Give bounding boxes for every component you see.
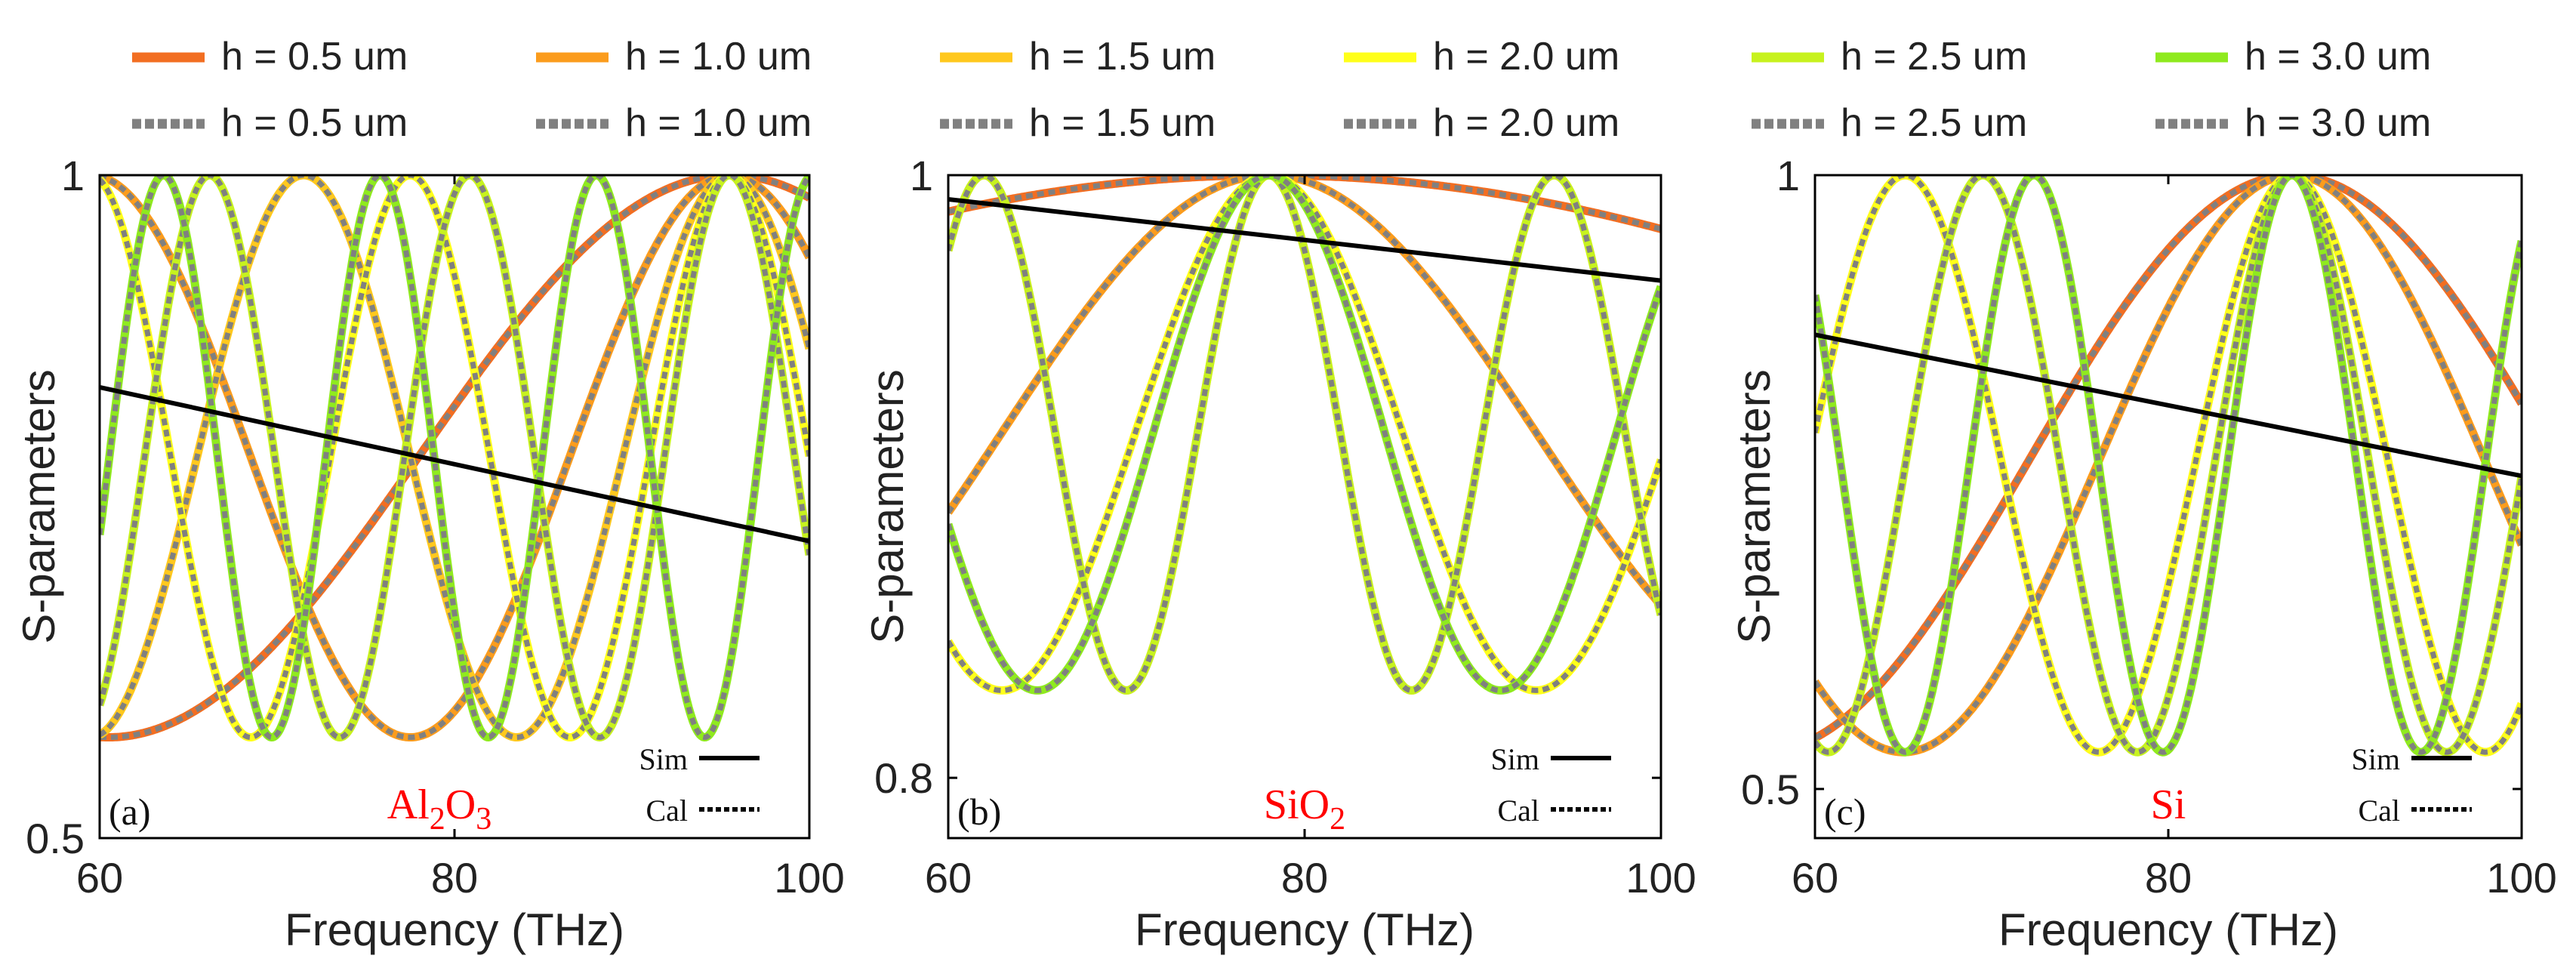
panel-a: 60 80 100 0.5 1 Frequency (THz) S-parameters (a… <box>14 152 845 955</box>
y-tick-label: 1 <box>61 152 85 199</box>
cal-curve-h6 <box>948 175 1661 693</box>
legend-sim-label: Sim <box>1491 742 1539 776</box>
panel-label: (c) <box>1824 791 1866 833</box>
x-tick-label: 60 <box>925 854 972 902</box>
curves <box>100 175 809 741</box>
figure-legend: h = 0.5 um h = 0.5 um h = 1.0 um h = 1.0 um… <box>132 35 2431 145</box>
y-axis-label: S-parameters <box>14 369 64 643</box>
y-tick-label: 1 <box>1776 152 1800 199</box>
y-axis-label: S-parameters <box>862 369 913 643</box>
y-tick-label: 0.5 <box>26 815 85 862</box>
legend-solid-label-1: h = 0.5 um <box>221 35 408 79</box>
material-label: SiO2 <box>1264 781 1345 837</box>
x-tick-label: 80 <box>2145 854 2192 902</box>
legend-dotted-label-1: h = 0.5 um <box>221 101 408 145</box>
legend-cal-label: Cal <box>2358 794 2400 828</box>
material-text: O <box>445 781 476 828</box>
sim-curve-h4 <box>1815 175 2522 757</box>
x-tick-label: 80 <box>431 854 478 902</box>
cal-curve-h5 <box>948 175 1661 693</box>
legend-dotted-label-3: h = 1.5 um <box>1029 101 1216 145</box>
legend-dotted-label-4: h = 2.0 um <box>1433 101 1619 145</box>
legend-dotted-label-6: h = 3.0 um <box>2245 101 2431 145</box>
material-text: Si <box>2151 781 2186 828</box>
y-tick-label: 1 <box>910 152 933 199</box>
material-text: Al <box>387 781 430 828</box>
sim-trend-line <box>100 385 809 544</box>
y-tick-label: 0.5 <box>1741 766 1800 813</box>
legend-sim-label: Sim <box>639 742 688 776</box>
panel-b: 60 80 100 0.8 1 Frequency (THz) S-parameters (b… <box>862 152 1696 955</box>
legend-solid-label-3: h = 1.5 um <box>1029 35 1216 79</box>
cal-curve-h4 <box>100 175 809 740</box>
curves <box>948 175 1661 695</box>
cal-curve-h6 <box>100 175 809 741</box>
sim-trend-line <box>948 196 1661 283</box>
legend-solid-label-4: h = 2.0 um <box>1433 35 1619 79</box>
material-subscript: 2 <box>430 802 445 837</box>
legend-solid-label-5: h = 2.5 um <box>1841 35 2027 79</box>
x-axis-label: Frequency (THz) <box>1135 905 1474 955</box>
legend-solid-label-2: h = 1.0 um <box>625 35 812 79</box>
legend-dotted-label-5: h = 2.5 um <box>1841 101 2027 145</box>
sim-curve-h4 <box>100 175 809 741</box>
x-tick-label: 100 <box>1625 854 1696 902</box>
panel-label: (a) <box>109 791 151 833</box>
axes-frame <box>947 174 1662 840</box>
panel-label: (b) <box>957 791 1001 833</box>
cal-curve-h1 <box>1815 175 2522 741</box>
sim-curve-h5 <box>1815 175 2522 757</box>
cal-curve-h6 <box>1815 175 2522 755</box>
cal-curve-h4 <box>1815 175 2522 755</box>
material-label: Al2O3 <box>387 781 491 837</box>
curves <box>1815 175 2522 757</box>
legend-cal-label: Cal <box>646 794 688 828</box>
cal-curve-h5 <box>1815 175 2522 755</box>
x-tick-label: 60 <box>76 854 123 902</box>
sim-curve-h3 <box>1815 175 2522 757</box>
sim-curve-h6 <box>1815 175 2522 757</box>
sim-trend-line <box>1815 332 2522 479</box>
y-tick-label: 0.8 <box>874 754 933 802</box>
legend-sim-label: Sim <box>2352 742 2400 776</box>
cal-curve-h2 <box>1815 175 2522 755</box>
x-tick-label: 60 <box>1792 854 1838 902</box>
y-axis-label: S-parameters <box>1729 369 1779 643</box>
cal-curve-h5 <box>100 175 809 741</box>
material-subscript: 3 <box>476 802 491 837</box>
x-axis-label: Frequency (THz) <box>285 905 624 955</box>
material-subscript: 2 <box>1330 802 1345 837</box>
material-text: SiO <box>1264 781 1330 828</box>
legend-cal-label: Cal <box>1497 794 1539 828</box>
cal-curve-h1 <box>100 175 809 740</box>
legend-dotted-label-2: h = 1.0 um <box>625 101 812 145</box>
material-label: Si <box>2151 781 2186 828</box>
x-tick-label: 100 <box>774 854 844 902</box>
legend-solid-label-6: h = 3.0 um <box>2245 35 2431 79</box>
x-axis-label: Frequency (THz) <box>1998 905 2338 955</box>
sim-curve-h2 <box>1815 175 2522 757</box>
cal-curve-h3 <box>1815 175 2522 755</box>
x-tick-label: 80 <box>1281 854 1328 902</box>
panel-c: 60 80 100 0.5 1 Frequency (THz) S-parameters (c… <box>1729 152 2557 955</box>
x-tick-label: 100 <box>2486 854 2556 902</box>
